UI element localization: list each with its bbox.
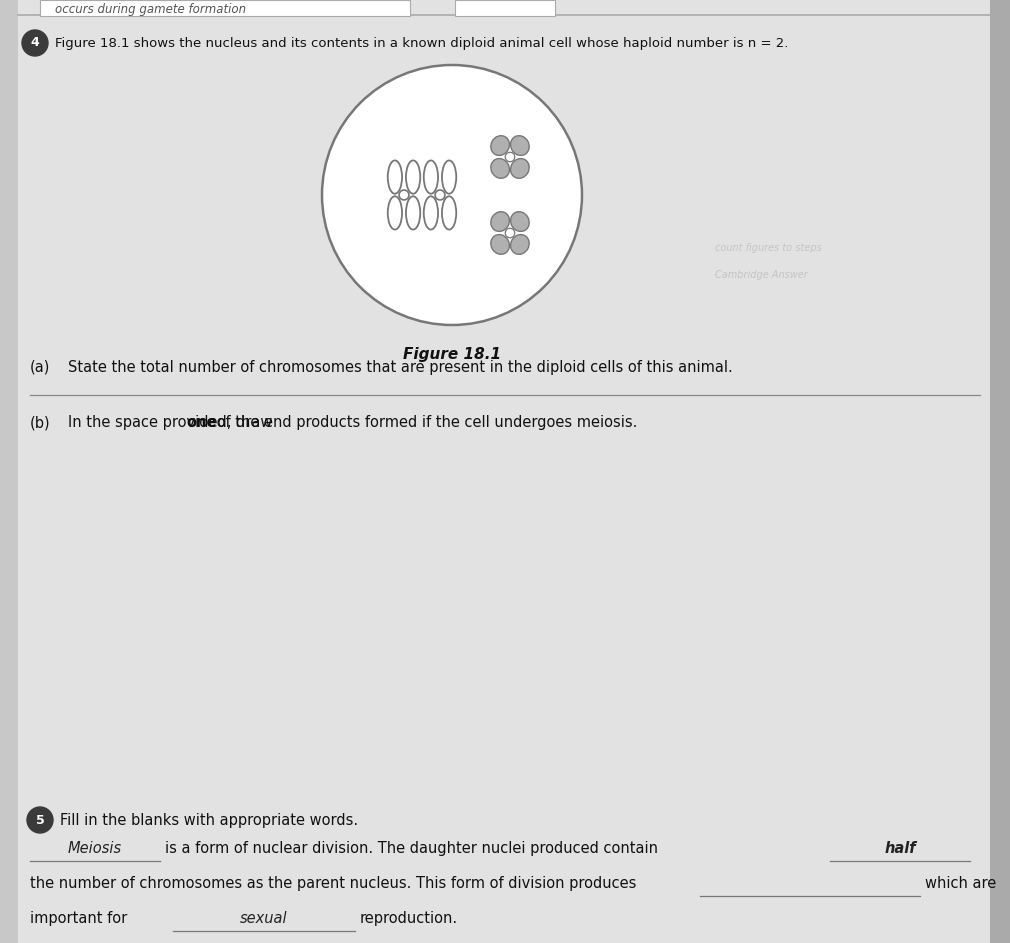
Circle shape xyxy=(22,30,48,56)
Ellipse shape xyxy=(491,136,509,156)
Text: reproduction.: reproduction. xyxy=(360,911,459,926)
Circle shape xyxy=(505,228,515,238)
Text: is a form of nuclear division. The daughter nuclei produced contain: is a form of nuclear division. The daugh… xyxy=(165,841,658,856)
Circle shape xyxy=(505,152,515,162)
Bar xyxy=(454,0,556,16)
Text: sexual: sexual xyxy=(240,911,288,926)
Ellipse shape xyxy=(511,235,529,255)
Ellipse shape xyxy=(491,158,509,178)
Text: of the end products formed if the cell undergoes meiosis.: of the end products formed if the cell u… xyxy=(212,415,637,430)
Text: the number of chromosomes as the parent nucleus. This form of division produces: the number of chromosomes as the parent … xyxy=(30,876,636,891)
Ellipse shape xyxy=(511,211,529,231)
Text: important for: important for xyxy=(30,911,127,926)
Text: (b): (b) xyxy=(30,415,50,430)
Text: count figures to steps: count figures to steps xyxy=(715,243,822,253)
Text: 4: 4 xyxy=(30,37,39,49)
Bar xyxy=(40,0,410,16)
Circle shape xyxy=(27,807,53,833)
Circle shape xyxy=(399,190,409,200)
Text: 5: 5 xyxy=(35,814,44,826)
Text: occurs during gamete formation: occurs during gamete formation xyxy=(55,4,246,16)
Text: In the space provided, draw: In the space provided, draw xyxy=(68,415,277,430)
Ellipse shape xyxy=(491,211,509,231)
Text: State the total number of chromosomes that are present in the diploid cells of t: State the total number of chromosomes th… xyxy=(68,360,732,375)
Text: half: half xyxy=(884,841,916,856)
Circle shape xyxy=(435,190,445,200)
Circle shape xyxy=(322,65,582,325)
Text: which are: which are xyxy=(925,876,996,891)
Ellipse shape xyxy=(511,158,529,178)
Text: Figure 18.1 shows the nucleus and its contents in a known diploid animal cell wh: Figure 18.1 shows the nucleus and its co… xyxy=(55,37,789,49)
Text: Fill in the blanks with appropriate words.: Fill in the blanks with appropriate word… xyxy=(60,813,359,828)
Ellipse shape xyxy=(491,235,509,255)
Text: Figure 18.1: Figure 18.1 xyxy=(403,347,501,362)
Bar xyxy=(990,0,1010,943)
Ellipse shape xyxy=(511,136,529,156)
Text: one: one xyxy=(186,415,216,430)
Text: Cambridge Answer: Cambridge Answer xyxy=(715,270,808,280)
Text: (a): (a) xyxy=(30,360,50,375)
Text: Meiosis: Meiosis xyxy=(68,841,122,856)
